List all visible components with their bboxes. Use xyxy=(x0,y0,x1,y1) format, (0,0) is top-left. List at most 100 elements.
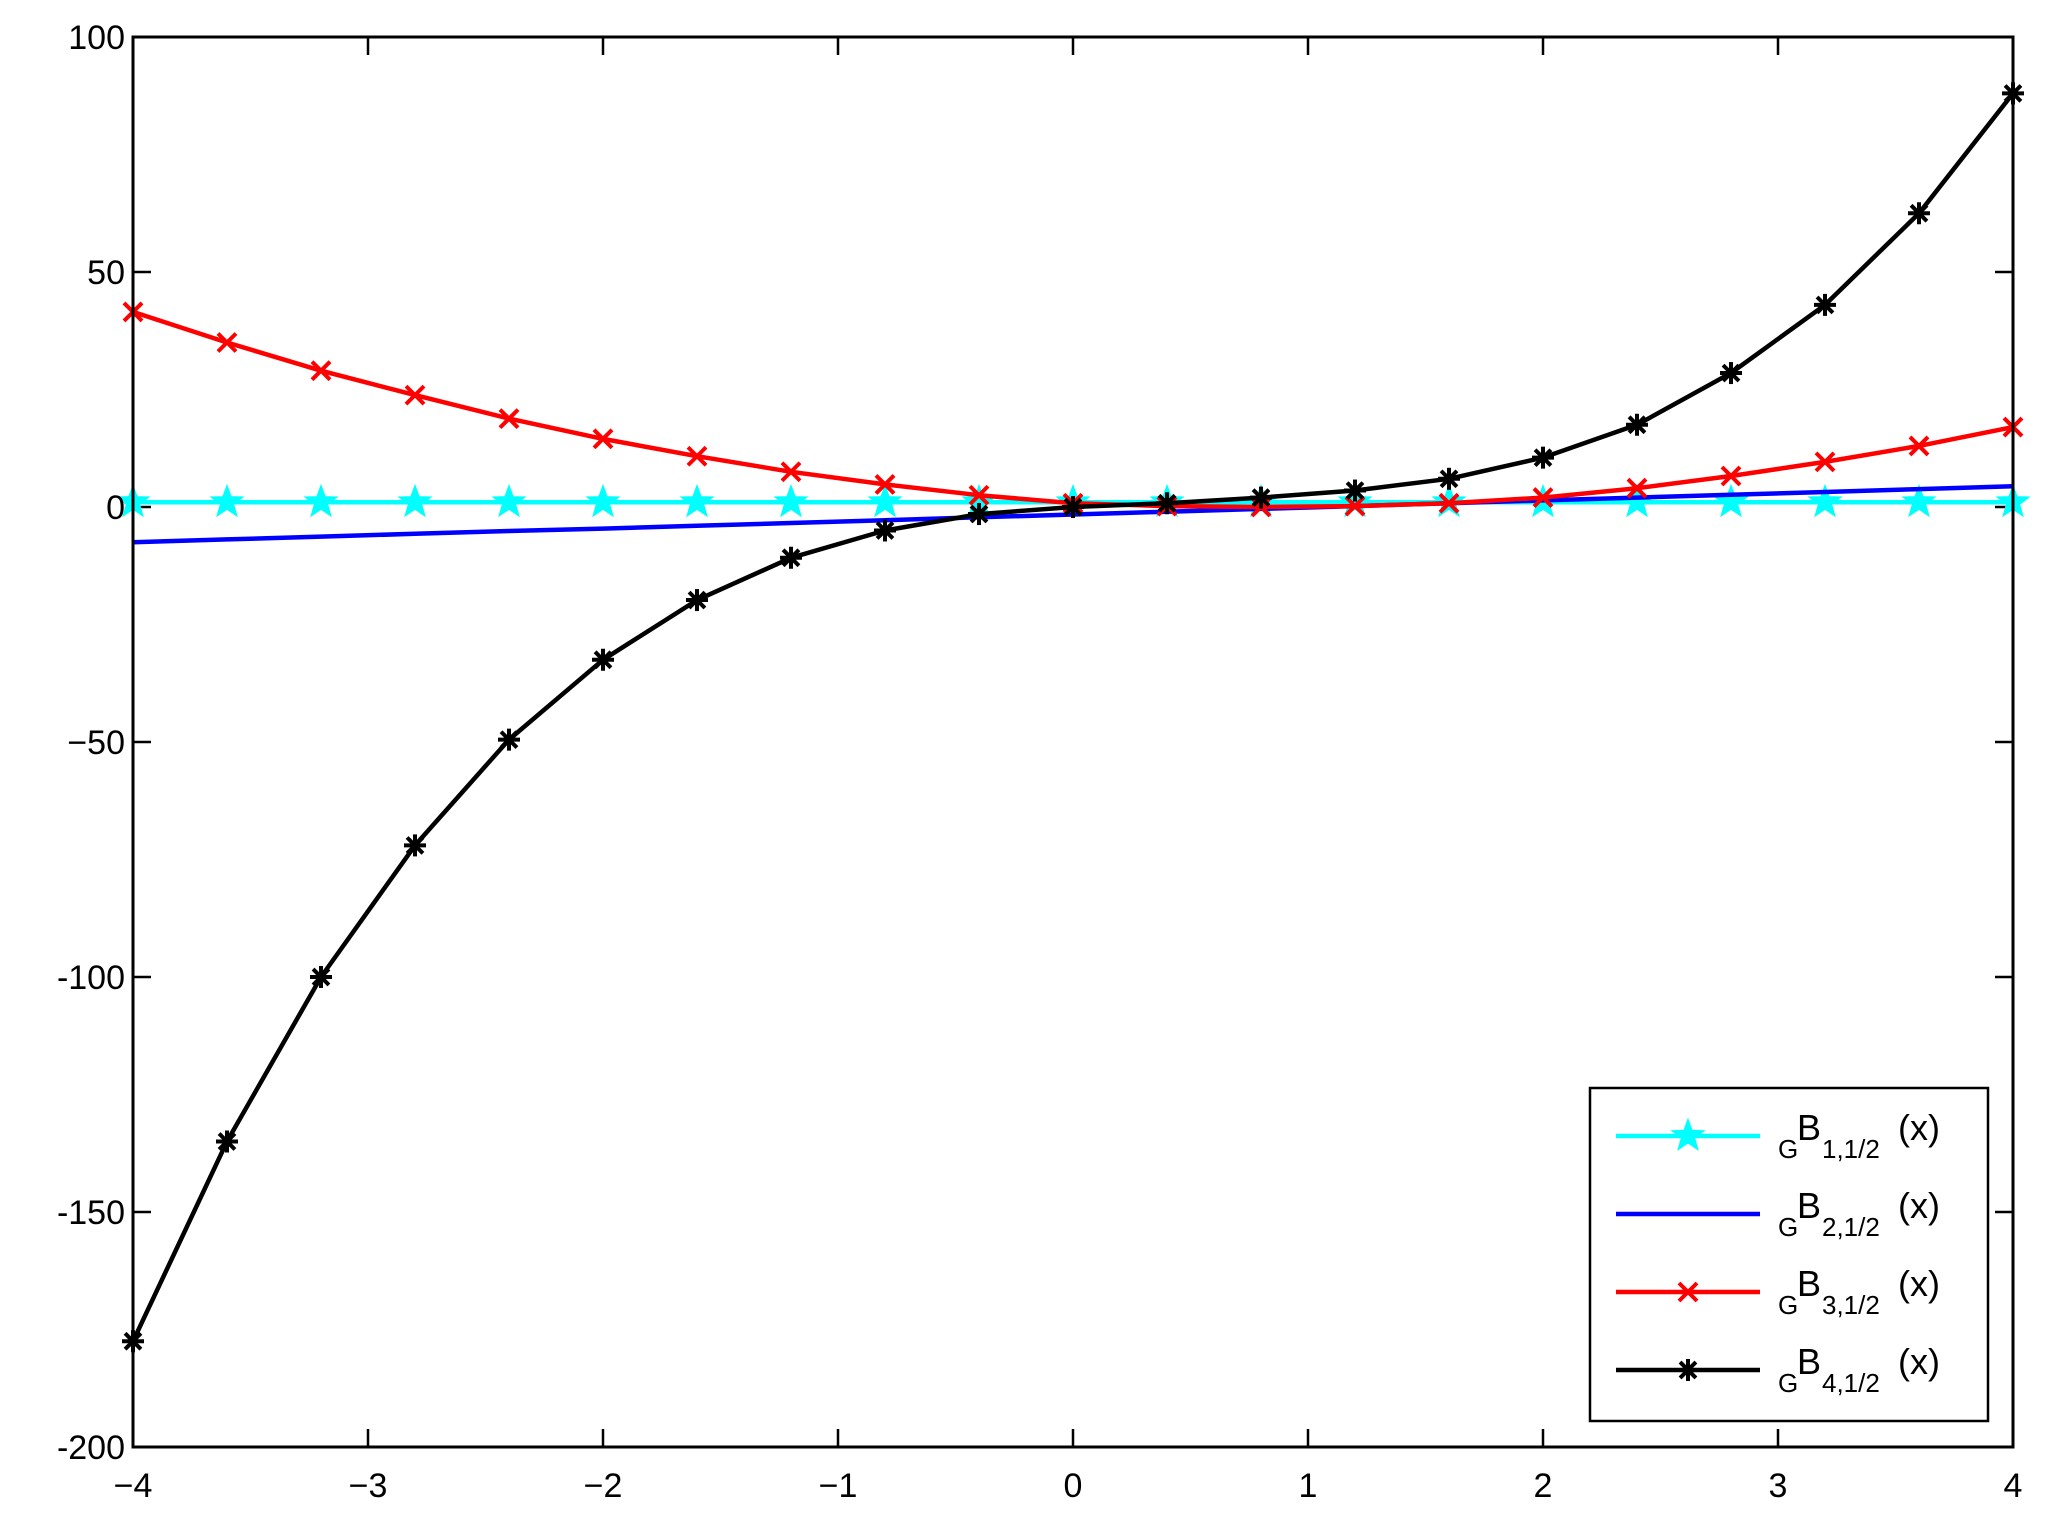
asterisk-stroke xyxy=(875,521,895,540)
y-tick-label: 50 xyxy=(87,254,125,292)
asterisk-marker xyxy=(1344,479,1366,502)
asterisk-marker xyxy=(780,546,802,569)
asterisk-stroke xyxy=(1345,481,1365,500)
x-marker-stroke xyxy=(1814,451,1836,473)
asterisk-marker xyxy=(498,728,520,751)
x-tick-label: −3 xyxy=(349,1467,388,1505)
legend-entry: GB2,1/2 (x) xyxy=(1616,1185,1940,1242)
asterisk-stroke xyxy=(781,548,801,568)
asterisk-stroke xyxy=(1721,363,1741,383)
legend-suffix: (x) xyxy=(1898,1341,1940,1382)
x-marker xyxy=(780,461,802,483)
asterisk-stroke xyxy=(969,504,989,524)
y-tick-label: 0 xyxy=(106,489,125,527)
legend-suffix: (x) xyxy=(1898,1185,1940,1226)
x-marker xyxy=(1720,465,1742,487)
star-marker xyxy=(585,483,621,518)
x-tick-label: −2 xyxy=(584,1467,623,1505)
asterisk-stroke xyxy=(311,967,331,987)
plot-frame xyxy=(131,35,2015,1449)
legend-sub: 3,1/2 xyxy=(1822,1290,1880,1320)
x-marker-stroke xyxy=(1720,465,1742,487)
legend-entry: GB3,1/2 (x) xyxy=(1616,1263,1940,1320)
legend-entry: GB1,1/2 (x) xyxy=(1616,1107,1940,1164)
tick-labels: −4 −3 −2 −1 0 1 2 3 4 100 50 0 −50 -100 -150 -200 xyxy=(57,19,2023,1505)
y-tick-label: -100 xyxy=(57,959,125,997)
x-marker xyxy=(1677,1281,1699,1303)
x-tick-label: 2 xyxy=(1534,1467,1553,1505)
legend-pre: G xyxy=(1778,1368,1798,1398)
legend-sub: 4,1/2 xyxy=(1822,1368,1880,1398)
x-marker xyxy=(1344,495,1366,517)
legend-pre: G xyxy=(1778,1134,1798,1164)
x-marker xyxy=(1438,492,1460,514)
star-marker xyxy=(773,483,809,518)
star-marker xyxy=(1901,483,1937,518)
asterisk-marker xyxy=(310,966,332,988)
asterisk-stroke xyxy=(1815,295,1835,315)
asterisk-marker xyxy=(1156,492,1178,515)
asterisk-marker xyxy=(1908,202,1930,225)
asterisk-marker xyxy=(404,834,426,857)
legend-base: B xyxy=(1797,1107,1821,1148)
asterisk-stroke xyxy=(1063,497,1083,517)
x-marker xyxy=(1908,435,1930,457)
legend-box xyxy=(1588,1086,1990,1423)
star-marker xyxy=(491,483,527,518)
x-marker xyxy=(216,332,238,353)
x-marker xyxy=(404,384,426,406)
x-marker xyxy=(1814,451,1836,473)
x-marker-stroke xyxy=(498,408,520,430)
x-marker-stroke xyxy=(686,445,708,467)
star-marker xyxy=(1807,483,1843,518)
x-tick-label: 4 xyxy=(2004,1467,2023,1505)
asterisk-marker xyxy=(686,589,708,612)
asterisk-marker xyxy=(216,1130,238,1153)
x-tick-label: −4 xyxy=(114,1467,153,1505)
asterisk-stroke xyxy=(1678,1360,1698,1380)
asterisk-marker xyxy=(1677,1359,1699,1381)
x-marker-stroke xyxy=(1438,492,1460,514)
asterisk-marker xyxy=(1062,496,1084,518)
legend-base: B xyxy=(1797,1263,1821,1304)
x-marker xyxy=(592,428,614,450)
x-marker-stroke xyxy=(216,332,238,353)
legend: GB1,1/2(x)GB2,1/2(x)GB3,1/2(x)GB4,1/2(x) xyxy=(1588,1086,1990,1423)
x-marker-stroke xyxy=(780,461,802,483)
x-marker-stroke xyxy=(1677,1281,1699,1303)
y-tick-label: 100 xyxy=(68,19,125,57)
asterisk-stroke xyxy=(1439,469,1459,489)
star-marker xyxy=(679,483,715,518)
legend-pre: G xyxy=(1778,1212,1798,1242)
x-marker xyxy=(874,474,896,495)
series-layer xyxy=(115,82,2031,1353)
asterisk-stroke xyxy=(1251,488,1271,507)
y-tick-label: -200 xyxy=(57,1429,125,1467)
x-marker xyxy=(968,484,990,506)
legend-suffix: (x) xyxy=(1898,1263,1940,1304)
y-tick-label: −50 xyxy=(67,724,125,762)
asterisk-marker xyxy=(968,503,990,526)
star-marker xyxy=(1670,1117,1706,1151)
asterisk-marker xyxy=(1532,446,1554,469)
x-marker-stroke xyxy=(1626,477,1648,499)
x-tick-label: 1 xyxy=(1299,1467,1318,1505)
legend-pre: G xyxy=(1778,1290,1798,1320)
star-marker xyxy=(303,483,339,518)
x-marker xyxy=(498,408,520,430)
legend-entry: GB4,1/2 (x) xyxy=(1616,1341,1940,1398)
asterisk-marker xyxy=(1438,467,1460,490)
x-marker-stroke xyxy=(1344,495,1366,517)
asterisk-stroke xyxy=(1909,203,1929,223)
x-marker-stroke xyxy=(592,428,614,450)
asterisk-stroke xyxy=(1533,448,1553,467)
asterisk-stroke xyxy=(593,650,613,670)
asterisk-marker xyxy=(592,648,614,671)
x-tick-label: 0 xyxy=(1064,1467,1083,1505)
asterisk-marker xyxy=(1626,413,1648,436)
asterisk-marker xyxy=(874,519,896,542)
x-marker xyxy=(686,445,708,467)
x-tick-label: −1 xyxy=(819,1467,858,1505)
x-marker xyxy=(1626,477,1648,499)
x-marker-stroke xyxy=(1908,435,1930,457)
